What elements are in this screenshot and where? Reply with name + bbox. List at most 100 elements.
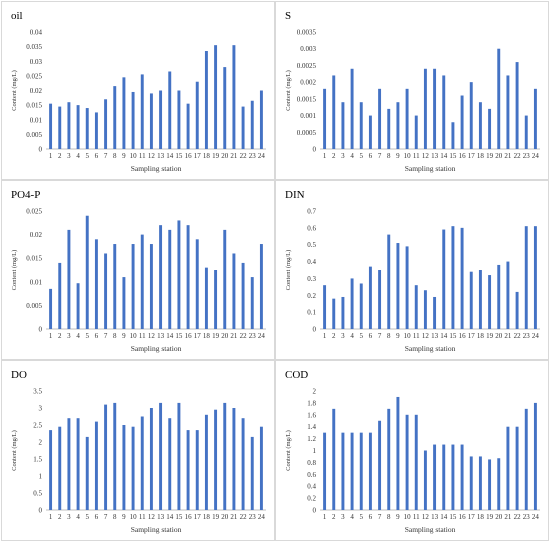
- bar-station-2: [58, 262, 62, 329]
- chart-oil: oil 0 0.005 0.01 0.015 0.02 0.025 0.03 0.035 0.04…: [11, 10, 266, 173]
- bar-station-20: [223, 67, 227, 149]
- x-tick-label: 5: [360, 332, 364, 340]
- bar-station-12: [149, 408, 153, 510]
- y-tick-label: 0.015: [26, 255, 42, 263]
- x-tick-label: 11: [139, 513, 146, 521]
- y-tick-label: 2: [39, 439, 43, 447]
- bar-station-23: [524, 226, 528, 329]
- x-tick-label: 2: [58, 152, 62, 160]
- bar-station-7: [378, 420, 382, 510]
- bar-station-14: [442, 444, 446, 510]
- x-tick-label: 1: [323, 152, 327, 160]
- bar-station-2: [332, 408, 336, 510]
- bar-station-16: [460, 444, 464, 510]
- bar-station-3: [341, 102, 345, 149]
- x-tick-label: 11: [139, 152, 146, 160]
- x-tick-label: 22: [514, 152, 522, 160]
- bar-station-1: [323, 88, 327, 149]
- x-axis-label: Sampling station: [131, 525, 182, 534]
- bar-station-8: [113, 402, 117, 510]
- chart-din: DIN 0 0.1 0.2 0.3 0.4 0.5 0.6 0.7 Content (mg/L) 1…: [285, 189, 540, 353]
- y-tick-label: 1.2: [307, 435, 316, 443]
- bar-station-19: [214, 270, 218, 329]
- bar-station-4: [76, 283, 80, 329]
- x-tick-label: 10: [130, 513, 138, 521]
- bar-station-10: [131, 426, 135, 510]
- bar-station-19: [488, 459, 492, 510]
- panel-oil: oil 0 0.005 0.01 0.015 0.02 0.025 0.03 0.035 0.04…: [1, 1, 275, 180]
- bar-station-1: [49, 103, 53, 149]
- y-tick-label: 0.6: [307, 224, 316, 232]
- y-tick-label: 0.5: [307, 241, 316, 249]
- bar-station-24: [259, 426, 263, 510]
- y-tick-label: 0.4: [307, 258, 316, 266]
- bar-station-4: [76, 418, 80, 510]
- bar-station-6: [94, 239, 98, 329]
- x-tick-label: 13: [157, 332, 165, 340]
- bar-station-15: [177, 90, 181, 149]
- x-tick-label: 23: [523, 332, 531, 340]
- bar-station-21: [232, 253, 236, 329]
- bar-station-12: [423, 68, 427, 149]
- y-axis-label: Content (mg/L): [11, 70, 18, 111]
- x-tick-label: 14: [440, 513, 448, 521]
- y-tick-label: 1.5: [33, 456, 42, 464]
- x-tick-label: 14: [166, 152, 174, 160]
- y-tick-label: 0.2: [307, 292, 316, 300]
- bar-station-5: [359, 432, 363, 510]
- x-tick-label: 24: [532, 152, 540, 160]
- x-tick-label: 3: [341, 513, 345, 521]
- x-tick-label: 4: [350, 332, 354, 340]
- bar-station-4: [76, 105, 80, 149]
- x-tick-label: 23: [249, 513, 257, 521]
- bar-station-16: [460, 95, 464, 149]
- x-tick-label: 1: [49, 152, 53, 160]
- bar-station-17: [195, 430, 199, 510]
- y-tick-label: 0.03: [30, 58, 43, 66]
- x-tick-label: 6: [95, 513, 99, 521]
- bar-station-17: [469, 456, 473, 510]
- x-tick-label: 9: [396, 513, 400, 521]
- x-tick-label: 15: [175, 332, 183, 340]
- bar-station-7: [104, 253, 108, 329]
- bar-station-8: [387, 108, 391, 149]
- x-tick-label: 16: [459, 332, 467, 340]
- y-axis-label: Content (mg/L): [285, 250, 292, 291]
- bar-station-18: [204, 51, 208, 150]
- bar-station-21: [506, 426, 510, 510]
- bar-station-9: [396, 243, 400, 329]
- x-tick-label: 19: [212, 513, 220, 521]
- bar-station-14: [168, 418, 172, 510]
- x-tick-label: 14: [440, 332, 448, 340]
- x-tick-label: 12: [148, 332, 156, 340]
- bar-station-8: [113, 244, 117, 329]
- bar-station-6: [368, 115, 372, 149]
- bar-station-21: [506, 75, 510, 149]
- chart-s: S 0 0.0005 0.001 0.0015 0.002 0.0025 0.003 0.003…: [285, 10, 540, 173]
- bar-station-10: [131, 244, 135, 329]
- x-tick-label: 13: [431, 513, 439, 521]
- x-tick-label: 22: [240, 513, 248, 521]
- y-axis-label: Content (mg/L): [285, 430, 292, 471]
- bar-station-14: [168, 229, 172, 329]
- y-tick-label: 0.02: [30, 231, 43, 239]
- bar-station-24: [259, 90, 263, 149]
- x-axis-label: Sampling station: [405, 344, 456, 353]
- x-tick-label: 17: [468, 513, 476, 521]
- bar-station-6: [368, 266, 372, 329]
- bar-station-11: [414, 115, 418, 149]
- x-tick-label: 8: [387, 152, 391, 160]
- bar-station-8: [387, 234, 391, 329]
- y-tick-label: 0.0035: [297, 29, 317, 37]
- x-tick-label: 16: [459, 513, 467, 521]
- bar-station-15: [177, 402, 181, 510]
- bar-station-3: [67, 418, 71, 510]
- panel-po4-p: PO4-P 0 0.005 0.01 0.015 0.02 0.025 Content (mg…: [1, 180, 275, 360]
- y-tick-label: 0.002: [300, 79, 316, 87]
- y-axis-label: Content (mg/L): [285, 70, 292, 111]
- bar-station-16: [186, 430, 190, 510]
- x-tick-label: 24: [258, 513, 266, 521]
- y-tick-label: 0.0015: [297, 95, 317, 103]
- y-tick-label: 0.4: [307, 483, 316, 491]
